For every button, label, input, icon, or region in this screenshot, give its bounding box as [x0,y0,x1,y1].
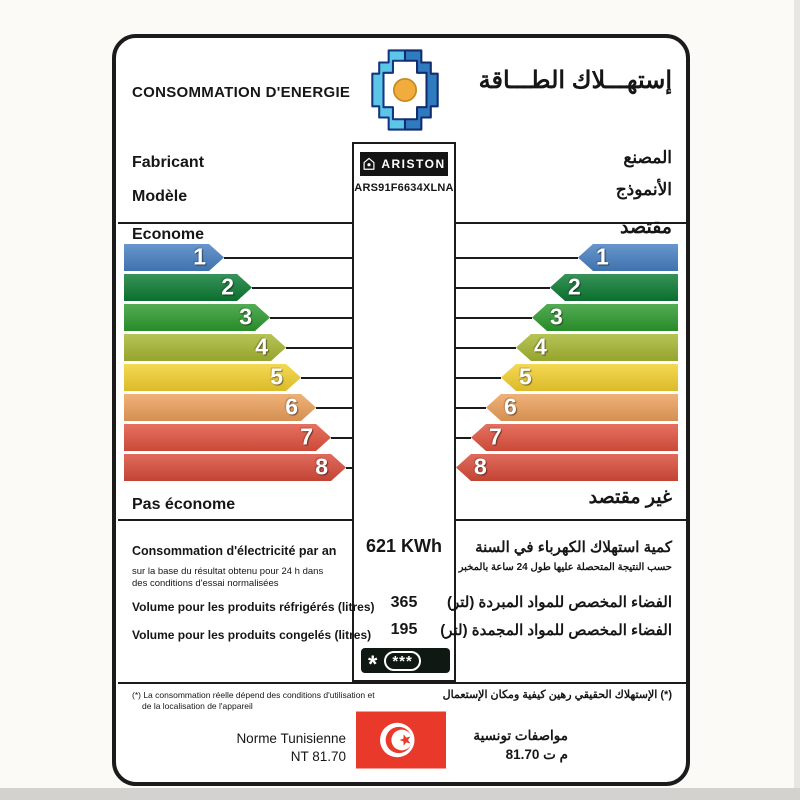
separator-line [456,519,688,521]
scale-arrow-right: 8 [456,454,678,481]
scale-level-number: 1 [193,242,206,269]
scale-arrow-right: 4 [516,334,678,361]
scale-tick-line [316,406,352,409]
three-stars-icon: *** [384,650,421,671]
footnote-fr: (*) La consommation réelle dépend des co… [132,690,375,711]
ariston-house-icon [363,157,375,170]
scale-tick-line [456,286,550,289]
scale-tick-line [456,436,471,439]
frozen-volume-label-fr: Volume pour les produits congelés (litre… [132,628,372,642]
consumption-label-fr: Consommation d'électricité par an [132,544,337,558]
star-icon: * [368,650,378,678]
brand-logo: ARISTON [360,152,448,176]
standard-ar: مواصفات تونسية م ت 81.70 [473,728,568,762]
title-french: CONSOMMATION D'ENERGIE [132,84,351,101]
scale-arrow-left: 8 [124,454,346,481]
scale-level-number: 7 [300,422,313,449]
scale-level-number: 1 [596,242,609,269]
scale-tick-line [270,316,352,319]
refrigerated-volume-label-fr: Volume pour les produits réfrigérés (lit… [132,600,375,614]
consumption-value: 621 KWh [365,536,443,556]
scale-tick-line [456,376,501,379]
scale-level-number: 7 [489,422,502,449]
scale-arrow-right: 2 [550,274,678,301]
scale-arrow-left: 2 [124,274,252,301]
scale-level-number: 2 [568,272,581,299]
scale-tick-line [252,286,352,289]
scale-arrow-right: 6 [486,394,678,421]
title-arabic: إستهـــلاك الطـــاقة [478,67,672,94]
separator-line [456,222,688,224]
not-economic-label-fr: Pas économe [132,496,236,513]
scale-arrow-left: 3 [124,304,270,331]
scale-arrow-right: 7 [471,424,678,451]
separator-line [118,222,352,224]
scale-arrow-right: 5 [501,364,678,391]
model-label-fr: Modèle [132,188,188,205]
refrigerated-volume-value: 365 [390,594,418,611]
scale-tick-line [286,346,352,349]
scale-level-number: 4 [255,332,268,359]
center-column: ARISTON ARS91F6634XLNA [352,142,456,682]
scale-tick-line [456,316,532,319]
refrigerated-volume-label-ar: الفضاء المخصص للمواد المبردة (لتر) [446,594,672,611]
manufacturer-label-fr: Fabricant [132,154,205,171]
scale-arrow-left: 1 [124,244,224,271]
economic-label-fr: Econome [132,226,205,243]
footnote-ar: (*) الإستهلاك الحقيقي رهين كيفية ومكان ا… [442,689,672,701]
scale-arrow-left: 4 [124,334,286,361]
consumption-note-fr: sur la base du résultat obtenu pour 24 h… [132,566,324,589]
frozen-volume-value: 195 [390,621,418,638]
scale-level-number: 6 [504,392,517,419]
scale-arrow-left: 6 [124,394,316,421]
scale-level-number: 4 [534,332,547,359]
scale-level-number: 5 [270,362,283,389]
model-code: ARS91F6634XLNA [354,182,454,194]
scale-level-number: 6 [285,392,298,419]
scale-level-number: 3 [550,302,563,329]
scale-arrow-right: 3 [532,304,678,331]
anme-energy-agency-logo-icon [371,49,439,131]
scale-level-number: 8 [315,452,328,479]
brand-name: ARISTON [381,157,446,171]
scale-level-number: 8 [474,452,487,479]
scale-tick-line [456,256,578,259]
manufacturer-label-ar: المصنع [623,148,672,167]
energy-consumption-label: CONSOMMATION D'ENERGIE إستهـــلاك الطـــ… [112,34,690,786]
scale-arrow-left: 5 [124,364,301,391]
separator-line [118,682,688,684]
scale-tick-line [301,376,352,379]
scale-tick-line [331,436,352,439]
scale-tick-line [456,346,516,349]
scale-level-number: 5 [519,362,532,389]
scale-tick-line [224,256,352,259]
scale-level-number: 2 [221,272,234,299]
consumption-note-ar: حسب النتيجة المتحصلة عليها طول 24 ساعة ب… [458,562,672,573]
scan-bottom-shading [0,788,800,800]
not-economic-label-ar: غير مقتصد [588,487,672,508]
scale-tick-line [346,466,352,469]
economic-label-ar: مقتصد [620,217,672,238]
scan-edge-shading [794,0,800,800]
consumption-label-ar: كمية استهلاك الكهرباء في السنة [475,539,672,556]
scale-arrow-left: 7 [124,424,331,451]
scale-arrow-right: 1 [578,244,678,271]
frozen-volume-label-ar: الفضاء المخصص للمواد المجمدة (لتر) [440,622,672,639]
tunisia-flag-icon [356,711,446,769]
standard-fr: Norme Tunisienne NT 81.70 [236,731,346,764]
model-label-ar: الأنموذج [615,180,672,199]
freezer-star-rating: * *** [361,648,450,678]
scale-level-number: 3 [239,302,252,329]
separator-line [118,519,352,521]
scale-tick-line [456,406,486,409]
